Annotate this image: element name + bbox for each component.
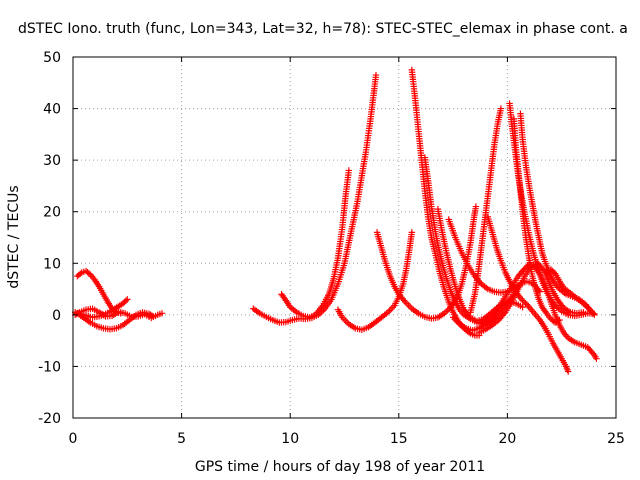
data-point <box>119 300 127 307</box>
data-point <box>547 266 555 273</box>
data-point <box>519 303 526 311</box>
data-series <box>334 229 416 334</box>
y-tick-label: 30 <box>43 153 61 169</box>
data-point <box>150 313 157 320</box>
data-point <box>472 203 480 210</box>
data-point <box>408 229 416 236</box>
data-point <box>124 296 131 303</box>
x-tick-label: 5 <box>177 431 186 447</box>
data-series <box>373 203 480 322</box>
data-point <box>565 368 572 375</box>
x-tick-label: 20 <box>498 431 516 447</box>
data-point <box>515 283 522 290</box>
y-tick-label: 50 <box>43 50 61 66</box>
y-tick-label: -10 <box>38 359 61 375</box>
y-tick-label: 0 <box>52 308 61 324</box>
y-tick-label: 20 <box>43 205 61 221</box>
data-point <box>121 298 128 306</box>
data-point <box>77 270 84 277</box>
data-series <box>449 283 522 334</box>
data-series <box>543 266 598 319</box>
grid <box>73 57 616 418</box>
data-point <box>593 355 600 362</box>
x-axis-title: GPS time / hours of day 198 of year 2011 <box>195 459 485 475</box>
data-series <box>408 66 483 339</box>
x-tick-label: 10 <box>281 431 299 447</box>
data-point <box>117 310 124 317</box>
data-point <box>519 297 526 304</box>
x-tick-label: 15 <box>390 431 408 447</box>
data-series <box>434 205 526 325</box>
data-series <box>484 213 572 375</box>
plot-frame <box>72 56 617 419</box>
data-point <box>549 267 556 275</box>
y-tick-label: -20 <box>38 411 61 427</box>
data-point <box>550 269 557 276</box>
data-series <box>475 260 587 337</box>
axis-ticks: 0 5 10 15 20 25 -20 -10 0 10 20 30 40 50 <box>38 50 625 447</box>
data-point <box>85 270 93 277</box>
data-marks <box>71 66 600 375</box>
data-point <box>520 298 528 305</box>
data-point <box>148 312 156 319</box>
y-tick-label: 10 <box>43 256 61 272</box>
chart-title: dSTEC Iono. truth (func, Lon=343, Lat=32… <box>18 21 628 37</box>
data-point <box>522 299 529 307</box>
data-point <box>565 308 573 315</box>
y-tick-label: 40 <box>43 102 61 118</box>
data-point <box>465 329 473 336</box>
data-point <box>345 167 353 174</box>
data-point <box>591 311 598 319</box>
y-axis-title: dSTEC / TECUs <box>6 185 22 288</box>
data-series <box>478 261 600 362</box>
data-point <box>122 297 130 304</box>
data-point <box>558 302 565 309</box>
data-series <box>74 267 124 317</box>
data-point <box>580 309 587 316</box>
data-point <box>497 105 505 112</box>
data-point <box>158 310 166 317</box>
x-tick-label: 0 <box>69 431 78 447</box>
data-point <box>559 303 567 311</box>
data-series <box>467 105 505 316</box>
x-tick-label: 25 <box>607 431 625 447</box>
data-series <box>250 71 380 326</box>
data-series <box>278 167 353 321</box>
data-point <box>372 71 380 79</box>
